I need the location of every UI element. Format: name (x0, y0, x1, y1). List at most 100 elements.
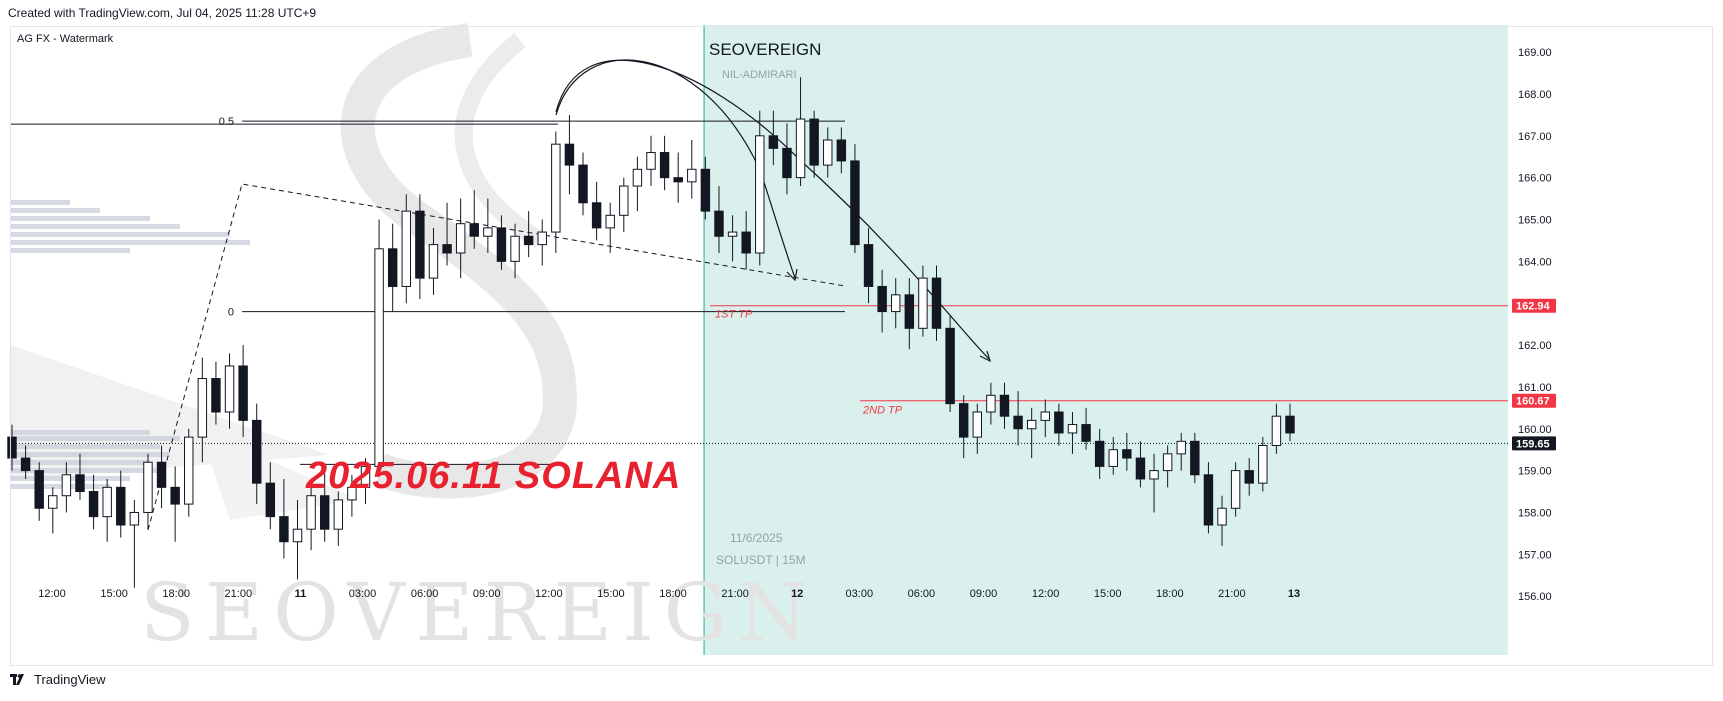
candle-body-up (102, 486, 112, 518)
candle-body-up (1162, 453, 1173, 472)
tradingview-logo-icon (10, 673, 24, 685)
candle (632, 156, 643, 212)
candle-body-down (591, 202, 602, 229)
x-tick-label: 21:00 (225, 588, 253, 600)
candle-body-down (809, 118, 819, 166)
footer: TradingView (10, 672, 106, 687)
candle (1176, 432, 1186, 471)
legend-label: AG FX - Watermark (17, 33, 114, 45)
price-label-text: 162.94 (1516, 301, 1551, 313)
candle (442, 202, 452, 266)
candle-body-down (20, 457, 31, 472)
candle-body-down (88, 491, 99, 518)
candle (578, 152, 588, 216)
candle-body-down (700, 168, 711, 212)
candle (1094, 428, 1105, 479)
candle-body-down (211, 378, 221, 413)
candle (904, 278, 915, 350)
candle-body-down (877, 285, 887, 313)
watermark-pair-text: SOLUSDT | 15M (716, 553, 806, 567)
x-tick-label: 18:00 (659, 588, 687, 600)
candle-body-up (333, 499, 344, 530)
candle (782, 123, 792, 195)
x-tick-label: 06:00 (908, 588, 936, 600)
candle-body-up (646, 152, 656, 170)
candle-body-up (129, 511, 140, 526)
candle-body-up (1149, 470, 1159, 480)
watermark-s-curve (454, 32, 545, 248)
candle (795, 77, 806, 187)
candle-body-down (782, 147, 792, 179)
candle (7, 424, 17, 471)
candle-body-down (850, 160, 860, 246)
candle (333, 491, 344, 546)
candle (1271, 403, 1282, 454)
candle (129, 499, 140, 588)
candle-body-down (496, 227, 507, 262)
candle-body-up (1176, 440, 1186, 455)
candle-body-down (7, 436, 17, 459)
candle (510, 223, 520, 279)
candle (265, 462, 276, 530)
candle-body-up (483, 227, 493, 237)
candle (1149, 453, 1159, 513)
candle-body-up (197, 378, 208, 438)
price-axis-bg (1508, 25, 1713, 655)
curved-arrow-1 (555, 59, 796, 279)
watermark-date-text: 11/6/2025 (730, 531, 783, 545)
candle (279, 478, 289, 559)
candle-body-up (687, 168, 697, 183)
candle-body-down (319, 495, 330, 530)
x-tick-label: 21:00 (721, 588, 749, 600)
x-tick-label: 15:00 (1094, 588, 1122, 600)
candle-body-down (523, 235, 534, 246)
candle-body-down (564, 143, 575, 166)
candle (687, 139, 697, 199)
candle (537, 219, 547, 266)
volume-profile-bar (10, 216, 150, 221)
volume-profile-bar (10, 468, 160, 473)
candle (1067, 412, 1078, 454)
volume-profile-bar (10, 248, 130, 253)
candle-body-down (469, 223, 479, 237)
candle-body-down (170, 486, 180, 505)
candle-body-down (999, 394, 1010, 417)
candle (75, 453, 85, 500)
tp2-label: 2ND TP (862, 405, 903, 417)
candle (1135, 441, 1146, 488)
candle (48, 487, 58, 534)
candle (1026, 407, 1037, 459)
candle (156, 445, 167, 509)
candle-body-up (61, 474, 72, 497)
candle-body-up (918, 277, 928, 329)
candle-body-down (904, 294, 915, 329)
y-tick-label: 162.00 (1518, 340, 1552, 352)
candle-body-up (795, 118, 806, 179)
candle-body-down (1122, 449, 1132, 459)
candle (469, 190, 479, 249)
price-label-box (1512, 298, 1556, 313)
candle-body-up (455, 223, 466, 254)
footer-brand: TradingView (34, 672, 106, 687)
candle-body-down (1190, 440, 1200, 476)
candle-body-down (945, 327, 955, 405)
x-tick-label: 09:00 (473, 588, 501, 600)
candle (755, 110, 765, 266)
candle (741, 211, 751, 270)
candle-body-down (741, 231, 751, 254)
x-tick-label: 21:00 (1218, 588, 1246, 600)
x-tick-label: 13 (1288, 588, 1300, 600)
x-tick-label: 18:00 (1156, 588, 1184, 600)
candle-body-up (632, 168, 643, 187)
candle (1285, 403, 1295, 442)
candle (1258, 437, 1268, 492)
candle (646, 135, 656, 187)
candle (415, 194, 425, 300)
candle (483, 198, 493, 253)
price-label-box (1512, 436, 1556, 451)
candle-body-up (1258, 444, 1268, 484)
x-tick-label: 03:00 (349, 588, 377, 600)
candle (61, 462, 72, 513)
candle (238, 345, 248, 438)
